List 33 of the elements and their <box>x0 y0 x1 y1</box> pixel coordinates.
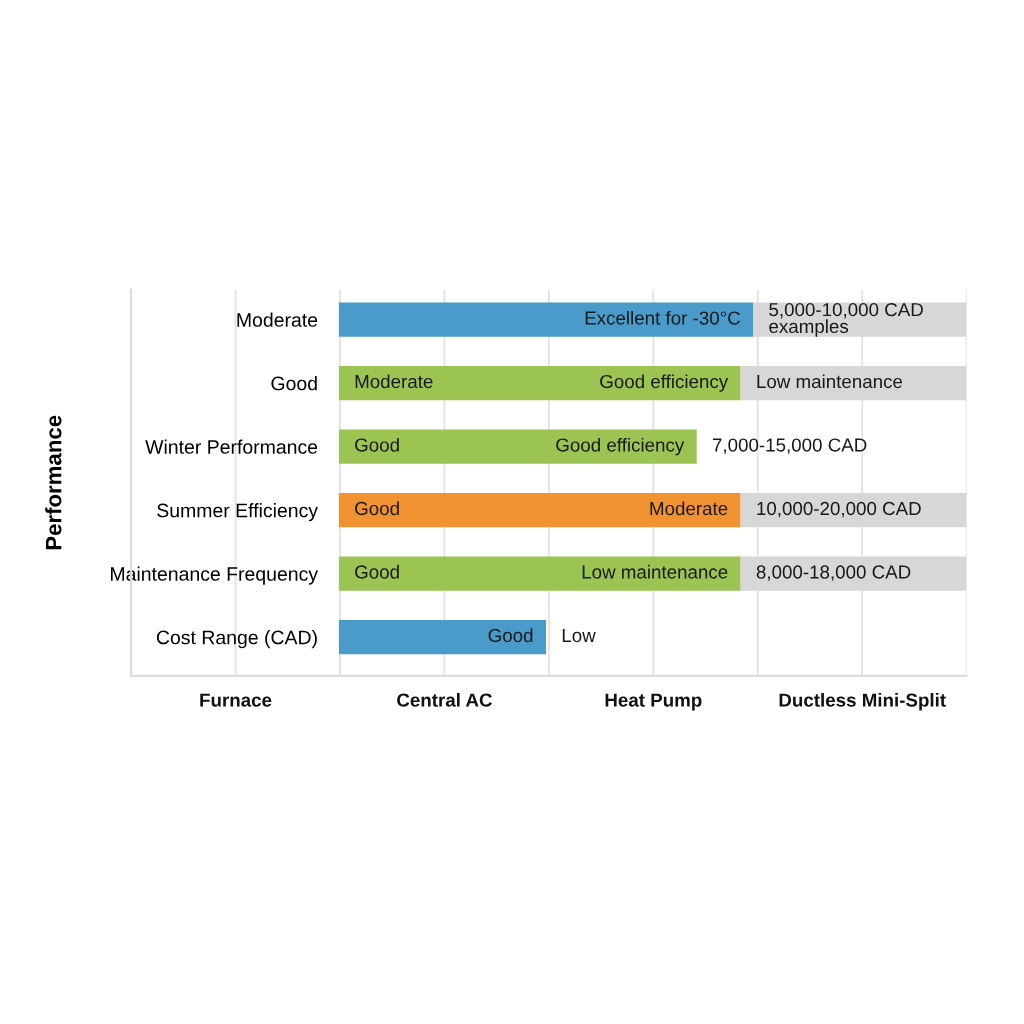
annotation: 10,000-20,000 CAD <box>757 501 921 518</box>
y-tick-label: Winter Performance <box>145 439 318 454</box>
y-tick-label: Cost Range (CAD) <box>156 630 317 649</box>
y-tick-label: Moderate <box>237 312 318 327</box>
bar <box>338 556 741 591</box>
annotation: Good efficiency <box>556 437 685 456</box>
annotation: 5,000-10,000 CAD examples <box>769 302 923 337</box>
bar <box>338 492 741 528</box>
annotation: Good <box>488 628 533 643</box>
annotation: Good efficiency <box>600 374 729 392</box>
y-axis-title: Performance <box>45 415 62 550</box>
bar <box>338 429 697 464</box>
annotation: 8,000-18,000 CAD <box>756 565 911 581</box>
y-tick-label: Good <box>271 376 317 391</box>
text: Furnace <box>200 693 272 707</box>
annotation: Excellent for -30°C <box>585 310 740 325</box>
annotation: Good <box>355 564 399 579</box>
annotation: Good <box>355 501 399 516</box>
y-tick-label: Maintenance Frequency <box>111 566 318 585</box>
text: Heat Pump <box>605 693 702 711</box>
annotation: Moderate <box>650 501 728 516</box>
bar <box>338 365 741 401</box>
y-tick-label: Summer Efficiency <box>157 503 318 522</box>
bar <box>338 619 547 655</box>
annotation: Good <box>355 437 399 452</box>
text: Central AC <box>397 692 492 707</box>
annotation: 7,000-15,000 CAD <box>712 438 867 454</box>
annotation: Low maintenance <box>757 374 903 389</box>
annotation: Low maintenance <box>582 564 728 579</box>
annotation: Moderate <box>355 374 433 389</box>
bar <box>338 302 754 337</box>
text: Ductless Mini-Split <box>779 692 946 711</box>
annotation: Low <box>562 629 596 643</box>
